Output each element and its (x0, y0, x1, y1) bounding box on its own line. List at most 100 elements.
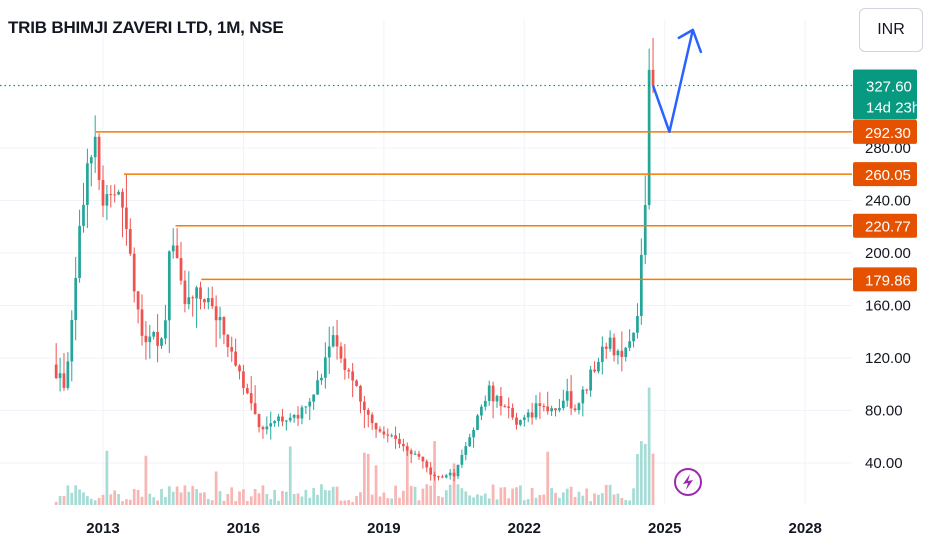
candle-body (624, 347, 628, 357)
x-tick-label: 2016 (227, 520, 260, 537)
candle-body (347, 369, 351, 372)
volume-bar (651, 453, 655, 505)
currency-button[interactable]: INR (859, 8, 923, 52)
candle-body (234, 351, 237, 366)
volume-bar (413, 486, 417, 505)
candle-body (292, 414, 296, 418)
candle-body (359, 385, 362, 402)
candle-body (300, 407, 304, 419)
candle-body (429, 467, 433, 475)
candle-body (132, 253, 136, 292)
volume-bar (620, 498, 624, 505)
flash-icon-group[interactable] (674, 468, 702, 496)
volume-bar (515, 487, 518, 505)
projection-arrow[interactable] (651, 28, 703, 134)
volume-bar (495, 499, 499, 505)
candle-body (495, 395, 499, 402)
candle-body (238, 365, 241, 372)
volume-bar (362, 452, 366, 505)
volume-bar (320, 484, 323, 505)
grid (0, 20, 852, 505)
volume-bar (89, 498, 93, 505)
volume-bar (121, 501, 124, 505)
volume-bar (351, 501, 355, 505)
x-tick-label: 2028 (788, 520, 821, 537)
candle-body (199, 287, 202, 300)
candle-body (125, 207, 128, 230)
candles (54, 38, 655, 482)
candle-body (320, 377, 323, 381)
candle-body (78, 225, 81, 278)
volume-bar (101, 494, 105, 505)
volume-bar (179, 492, 183, 505)
volume-bar (612, 494, 616, 505)
volume-bar (581, 495, 585, 505)
candle-body (210, 298, 214, 307)
candle-body (370, 414, 374, 424)
volume-bar (323, 490, 327, 505)
candle-body (152, 332, 156, 337)
volume-bar (66, 485, 70, 505)
candle-body (394, 435, 397, 440)
x-tick-label: 2025 (648, 520, 681, 537)
volume-bar (164, 496, 167, 505)
candle-body (148, 336, 152, 343)
volume-bar (125, 499, 128, 505)
candle-body (327, 346, 331, 358)
candle-body (604, 346, 608, 349)
candle-body (448, 472, 452, 476)
volume-bar (464, 491, 468, 505)
volume-bar (480, 495, 483, 505)
y-axis[interactable]: 40.00 80.00 120.00 160.00 200.00 240.00 280.00 (865, 140, 911, 472)
candle-body (167, 251, 171, 321)
volume-bar (647, 387, 651, 505)
volume-bar (355, 496, 358, 505)
candle-body (452, 472, 456, 477)
candle-body (179, 258, 183, 281)
volume-bar (226, 494, 230, 505)
level-tag (853, 162, 917, 187)
candle-body (456, 464, 460, 477)
volume-bar (530, 487, 534, 505)
arrow-head (677, 28, 703, 54)
candle-body (164, 320, 167, 339)
volume-bar (167, 486, 171, 505)
volume-bar (460, 488, 464, 505)
volume-bar (331, 486, 335, 505)
x-tick-label: 2013 (86, 520, 119, 537)
volume-bar (421, 488, 425, 505)
volume-bar (632, 488, 635, 505)
candle-body (515, 417, 518, 425)
candle-body (284, 420, 288, 422)
volume-bar (542, 494, 546, 505)
candle-body (226, 334, 230, 348)
volume-bar (148, 493, 152, 505)
volume-bar (573, 496, 577, 505)
candle-body (499, 395, 503, 407)
volume-bar (230, 487, 234, 505)
candle-body (323, 357, 327, 378)
candle-body (140, 309, 144, 336)
candle-body (195, 287, 198, 299)
volume-bar (639, 441, 643, 505)
candle-body (628, 341, 632, 348)
candle-body (203, 299, 206, 303)
candle-body (378, 429, 382, 432)
x-tick-label: 2019 (367, 520, 400, 537)
volume-bar (261, 485, 265, 505)
candle-body (589, 369, 592, 391)
volume-bar (405, 449, 409, 505)
volume-bar (218, 491, 222, 505)
volume-bar (382, 492, 386, 505)
candle-body (296, 414, 300, 419)
volume-bar (273, 489, 277, 505)
volume-bar (437, 495, 440, 505)
x-axis[interactable]: 2013 2016 2019 2022 2025 2028 (86, 520, 822, 537)
horizontal-levels[interactable] (95, 131, 852, 281)
y-tick-label: 200.00 (865, 245, 911, 262)
candle-body (651, 69, 655, 86)
volume-bar (277, 500, 280, 505)
volume-bar (245, 501, 249, 505)
volume-bar (281, 490, 284, 505)
